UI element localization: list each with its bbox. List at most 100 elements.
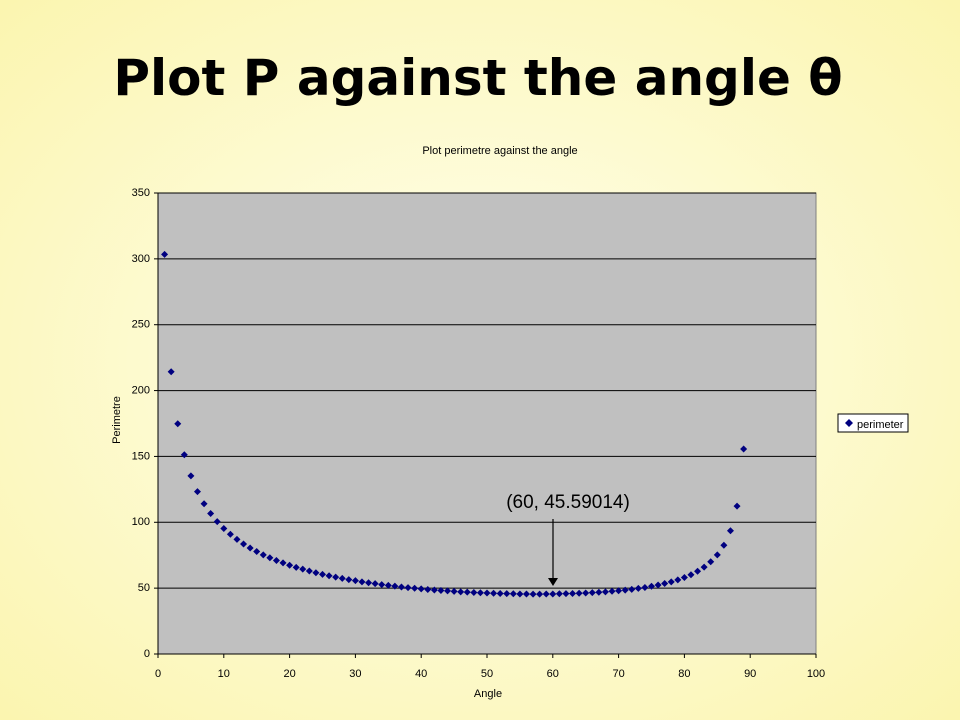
point xyxy=(233,535,241,543)
y-tick-label: 300 xyxy=(132,253,150,265)
point xyxy=(601,588,609,596)
point xyxy=(470,588,478,596)
point xyxy=(509,590,517,598)
point xyxy=(457,588,465,596)
x-tick-label: 50 xyxy=(481,668,493,680)
point xyxy=(634,584,642,592)
point xyxy=(259,551,267,559)
point xyxy=(358,578,366,586)
plot-area xyxy=(157,192,817,655)
point xyxy=(694,567,702,575)
x-tick-label: 40 xyxy=(415,668,427,680)
point xyxy=(516,590,524,598)
point xyxy=(569,590,577,598)
point xyxy=(312,569,320,577)
point xyxy=(207,509,215,517)
x-tick-label: 90 xyxy=(744,668,756,680)
point xyxy=(325,572,333,580)
point xyxy=(338,574,346,582)
point xyxy=(700,563,708,571)
y-tick-label: 50 xyxy=(138,582,150,594)
y-tick-label: 350 xyxy=(132,187,150,199)
point xyxy=(279,559,287,567)
point xyxy=(437,587,445,595)
point xyxy=(529,590,537,598)
point xyxy=(226,530,234,538)
y-axis-label: Perimetre xyxy=(111,396,123,444)
point xyxy=(424,585,432,593)
point xyxy=(726,527,734,535)
point xyxy=(299,565,307,573)
y-tick-label: 150 xyxy=(132,450,150,462)
point xyxy=(292,563,300,571)
point xyxy=(476,589,484,597)
point xyxy=(200,500,208,508)
point xyxy=(266,554,274,562)
point xyxy=(332,573,340,581)
point xyxy=(582,589,590,597)
slide-title: Plot P against the angle θ xyxy=(113,49,842,107)
point xyxy=(562,590,570,598)
point xyxy=(687,571,695,579)
point xyxy=(180,451,188,459)
legend-marker xyxy=(845,419,853,427)
x-tick-label: 20 xyxy=(283,668,295,680)
point xyxy=(193,488,201,496)
chart-title: Plot perimetre against the angle xyxy=(422,145,577,157)
point xyxy=(404,584,412,592)
point xyxy=(391,582,399,590)
point xyxy=(272,556,280,564)
point xyxy=(365,579,373,587)
point xyxy=(174,420,182,428)
point xyxy=(621,586,629,594)
point xyxy=(503,590,511,598)
point xyxy=(378,581,386,589)
point xyxy=(161,250,169,258)
point xyxy=(213,518,221,526)
point xyxy=(240,540,248,548)
point xyxy=(680,573,688,581)
point xyxy=(628,585,636,593)
legend-label: perimeter xyxy=(857,419,904,431)
point xyxy=(411,584,419,592)
point xyxy=(246,544,254,552)
point xyxy=(187,472,195,480)
x-tick-label: 10 xyxy=(218,668,230,680)
point xyxy=(536,590,544,598)
point xyxy=(463,588,471,596)
x-tick-label: 60 xyxy=(547,668,559,680)
point xyxy=(608,587,616,595)
point xyxy=(575,589,583,597)
point xyxy=(371,580,379,588)
point xyxy=(305,567,313,575)
point xyxy=(740,445,748,453)
point xyxy=(345,576,353,584)
legend-box xyxy=(837,413,909,433)
x-tick-label: 70 xyxy=(612,668,624,680)
point xyxy=(588,589,596,597)
point xyxy=(615,587,623,595)
y-tick-label: 250 xyxy=(132,319,150,331)
point xyxy=(430,586,438,594)
point xyxy=(522,590,530,598)
x-tick-label: 30 xyxy=(349,668,361,680)
point xyxy=(483,589,491,597)
point xyxy=(733,502,741,510)
x-tick-label: 80 xyxy=(678,668,690,680)
point xyxy=(667,578,675,586)
point xyxy=(490,589,498,597)
point xyxy=(720,541,728,549)
y-tick-label: 100 xyxy=(132,516,150,528)
x-axis-label: Angle xyxy=(474,688,502,700)
point xyxy=(654,581,662,589)
y-tick-label: 0 xyxy=(144,648,150,660)
point xyxy=(384,581,392,589)
point xyxy=(444,587,452,595)
point xyxy=(707,558,715,566)
x-tick-label: 100 xyxy=(807,668,825,680)
point xyxy=(286,561,294,569)
point xyxy=(542,590,550,598)
point xyxy=(674,576,682,584)
arrow-head xyxy=(548,578,558,586)
